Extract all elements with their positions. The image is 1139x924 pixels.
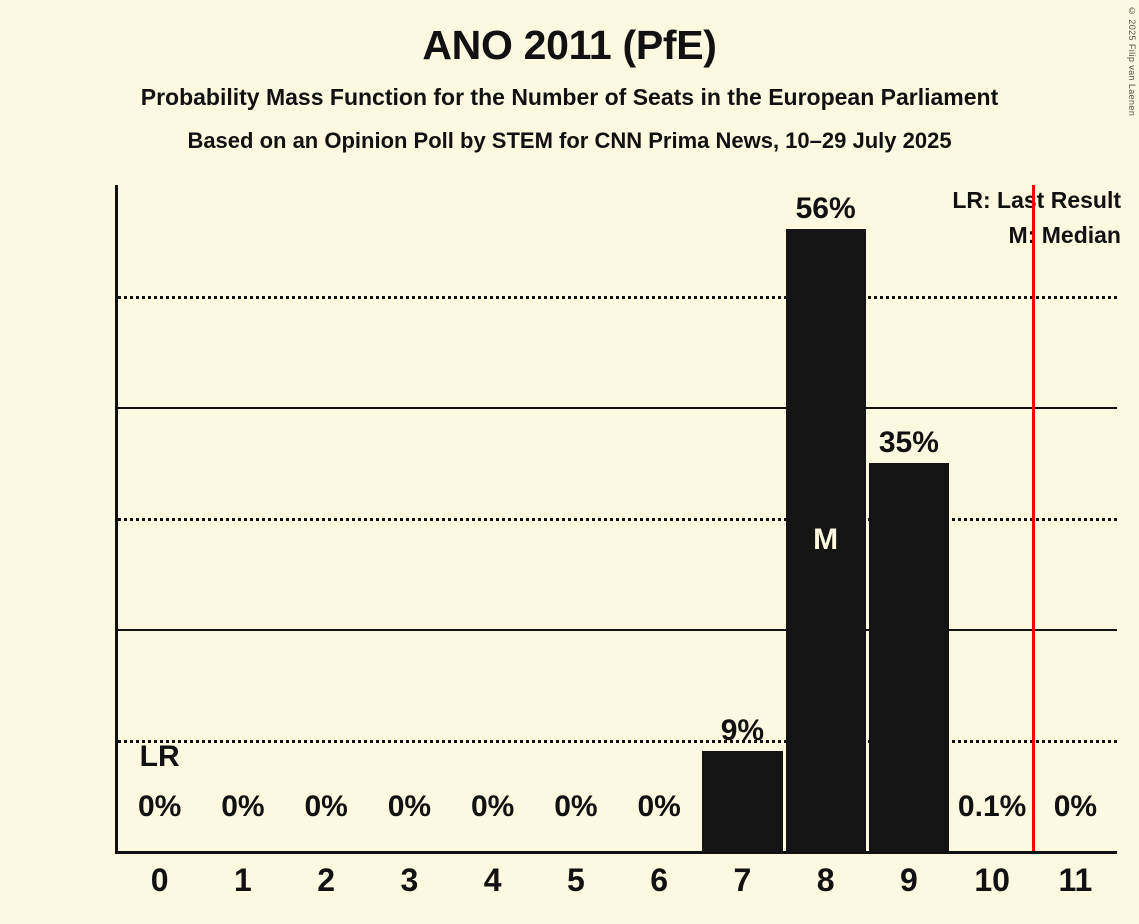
legend-item-last-result: LR: Last Result bbox=[952, 187, 1121, 213]
bar-seat-7 bbox=[702, 751, 783, 851]
last-result-marker: LR bbox=[139, 740, 180, 773]
page-title: ANO 2011 (PfE) bbox=[422, 22, 717, 68]
plot-area: 20%40% 0%LR0%0%0%0%0%0%9%56%M35%0.1%0% bbox=[115, 185, 1117, 854]
x-tick-label-5: 5 bbox=[566, 862, 585, 898]
bar-value-label-seat-7: 9% bbox=[720, 714, 765, 748]
bar-value-label-seat-1: 0% bbox=[221, 790, 265, 823]
bar-value-label-seat-3: 0% bbox=[387, 790, 432, 823]
copyright-notice: © 2025 Filip van Laenen bbox=[1127, 6, 1137, 117]
bar-value-label-seat-8: 56% bbox=[795, 192, 856, 226]
x-tick-label-9: 9 bbox=[899, 862, 918, 898]
x-tick-label-7: 7 bbox=[733, 862, 752, 898]
chart-legend: LR: Last Result M: Median bbox=[952, 183, 1121, 253]
x-tick-label-1: 1 bbox=[233, 862, 252, 898]
title-block: ANO 2011 (PfE) Probability Mass Function… bbox=[0, 0, 1139, 156]
x-axis-line bbox=[115, 851, 1117, 854]
x-tick-label-3: 3 bbox=[400, 862, 419, 898]
last-result-marker-line bbox=[1032, 185, 1036, 851]
bar-seat-8 bbox=[785, 229, 866, 851]
x-tick-label-4: 4 bbox=[483, 862, 502, 898]
bar-value-label-seat-9: 35% bbox=[878, 425, 939, 459]
bar-value-label-seat-0: 0% bbox=[137, 790, 182, 823]
gridline-solid-20 bbox=[118, 629, 1117, 631]
y-axis-line bbox=[115, 185, 118, 851]
chart-subtitle: Probability Mass Function for the Number… bbox=[140, 84, 999, 110]
gridline-dotted-10 bbox=[118, 740, 1117, 743]
bar-value-label-seat-5: 0% bbox=[554, 790, 598, 823]
gridline-solid-40 bbox=[118, 407, 1117, 409]
bar-value-label-seat-10: 0.1% bbox=[957, 790, 1027, 823]
x-tick-label-0: 0 bbox=[150, 862, 169, 898]
x-tick-label-6: 6 bbox=[650, 862, 669, 898]
median-marker: M bbox=[813, 523, 839, 557]
chart-source-line: Based on an Opinion Poll by STEM for CNN… bbox=[187, 128, 952, 153]
bar-value-label-seat-2: 0% bbox=[304, 790, 348, 823]
gridline-dotted-30 bbox=[118, 518, 1117, 521]
x-tick-label-11: 11 bbox=[1058, 862, 1093, 898]
bar-seat-9 bbox=[868, 462, 949, 851]
bar-value-label-seat-6: 0% bbox=[637, 790, 681, 823]
x-tick-label-2: 2 bbox=[317, 862, 336, 898]
gridline-dotted-50 bbox=[118, 296, 1117, 299]
legend-item-median: M: Median bbox=[1008, 222, 1121, 248]
bar-value-label-seat-4: 0% bbox=[470, 790, 515, 823]
x-tick-label-10: 10 bbox=[974, 862, 1010, 898]
x-tick-label-8: 8 bbox=[816, 862, 835, 898]
bar-value-label-seat-11: 0% bbox=[1053, 790, 1098, 823]
